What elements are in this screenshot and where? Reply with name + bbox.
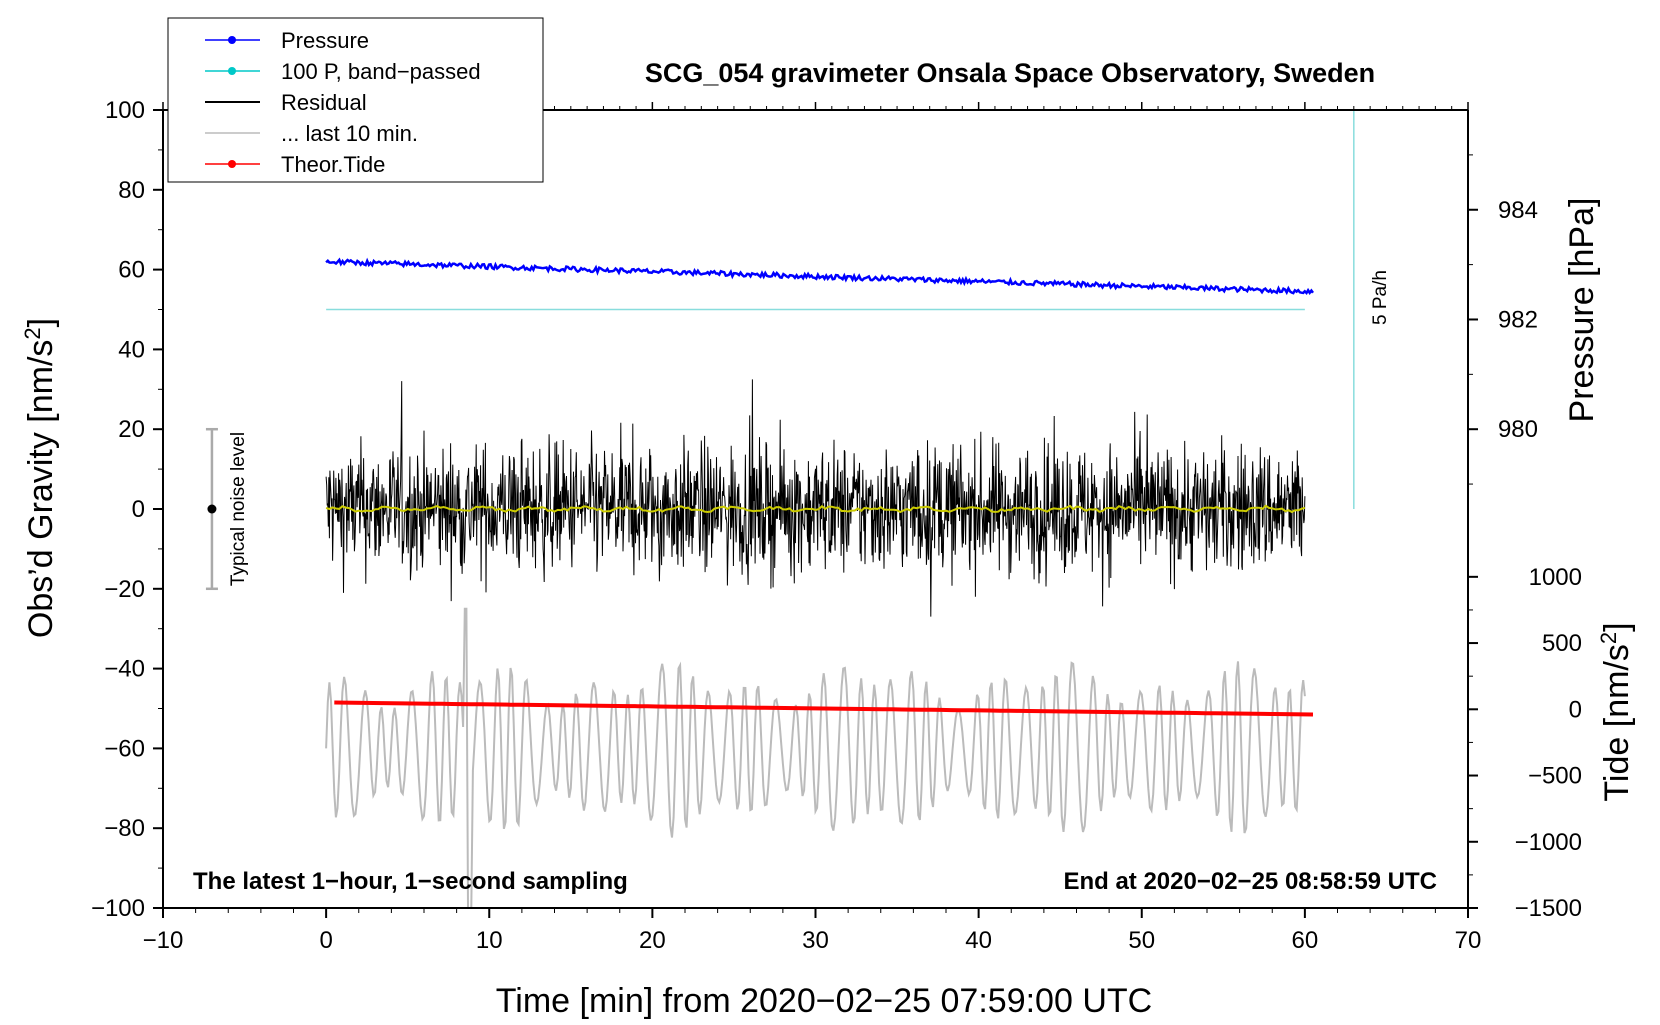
tide-tick-label: 500 — [1542, 630, 1582, 657]
pressure-tick-label: 982 — [1498, 306, 1538, 333]
y-tick-label: 20 — [118, 416, 145, 443]
legend-label: Residual — [281, 90, 367, 115]
y-left-title-main: Obs’d Gravity [nm/s — [22, 340, 60, 639]
x-tick-label: 10 — [476, 927, 503, 954]
legend-label: ... last 10 min. — [281, 121, 418, 146]
series-pressure — [325, 257, 1314, 296]
noise-bar-center-dot — [207, 504, 217, 514]
y-axis-tide-title: Tide [nm/s2] — [1596, 622, 1636, 801]
tide-tick-label: −1500 — [1515, 895, 1582, 922]
scale-bar-label: 5 Pa/h — [1370, 270, 1391, 325]
series-last-10-min — [325, 607, 1306, 909]
tide-tick-label: 1000 — [1529, 564, 1582, 591]
y-tick-label: 80 — [118, 177, 145, 204]
series-theor-tide — [334, 700, 1314, 717]
y-tick-label: −100 — [91, 895, 145, 922]
series-residual — [325, 379, 1306, 617]
y-tick-label: 60 — [118, 257, 145, 284]
annotation-end-time: End at 2020−02−25 08:58:59 UTC — [1063, 868, 1437, 895]
y-tick-label: −80 — [104, 815, 145, 842]
x-tick-label: 20 — [639, 927, 666, 954]
x-axis-title: Time [min] from 2020−02−25 07:59:00 UTC — [496, 982, 1152, 1020]
y-axis-pressure-title: Pressure [hPa] — [1563, 198, 1601, 423]
y-tick-label: −60 — [104, 735, 145, 762]
series-layer — [325, 110, 1355, 909]
tide-tick-label: 0 — [1569, 696, 1582, 723]
x-tick-label: 30 — [802, 927, 829, 954]
x-tick-label: −10 — [143, 927, 184, 954]
annotation-latest-hour: The latest 1−hour, 1−second sampling — [193, 868, 628, 895]
chart-title: SCG_054 gravimeter Onsala Space Observat… — [645, 58, 1375, 88]
x-tick-label: 40 — [965, 927, 992, 954]
legend-swatch-marker — [228, 67, 236, 75]
tide-title-main: Tide [nm/s — [1598, 644, 1636, 801]
x-tick-label: 0 — [319, 927, 332, 954]
x-tick-label: 70 — [1455, 927, 1482, 954]
x-tick-label: 60 — [1292, 927, 1319, 954]
y-tick-label: −40 — [104, 656, 145, 683]
legend-label: 100 P, band−passed — [281, 59, 481, 84]
legend: Pressure 100 P, band−passed Residual ... la… — [167, 17, 544, 183]
y-tick-label: 0 — [132, 496, 145, 523]
axis-ticks: −10 0 10 20 30 40 50 60 70−100−80−60−40−20020406… — [91, 97, 1582, 954]
legend-swatch-marker — [228, 160, 236, 168]
series-smoothed-residual — [325, 504, 1306, 514]
legend-label: Theor.Tide — [281, 152, 385, 177]
y-left-title-end: ] — [22, 318, 60, 327]
y-axis-left-title: Obs’d Gravity [nm/s2] — [20, 318, 60, 638]
x-tick-label: 50 — [1128, 927, 1155, 954]
y-tick-label: 40 — [118, 336, 145, 363]
y-left-title-sup: 2 — [20, 327, 45, 339]
y-tick-label: 100 — [105, 97, 145, 124]
tide-title-sup: 2 — [1596, 632, 1621, 644]
y-tick-label: −20 — [104, 576, 145, 603]
legend-box — [167, 17, 544, 183]
tide-title-end: ] — [1598, 622, 1636, 631]
pressure-tick-label: 980 — [1498, 416, 1538, 443]
pressure-tick-label: 984 — [1498, 197, 1538, 224]
legend-swatch-marker — [228, 36, 236, 44]
tide-tick-label: −1000 — [1515, 829, 1582, 856]
legend-label: Pressure — [281, 28, 369, 53]
noise-bar-label: Typical noise level — [228, 432, 249, 586]
tide-tick-label: −500 — [1528, 763, 1582, 790]
noise-bar: Typical noise level — [205, 427, 249, 591]
